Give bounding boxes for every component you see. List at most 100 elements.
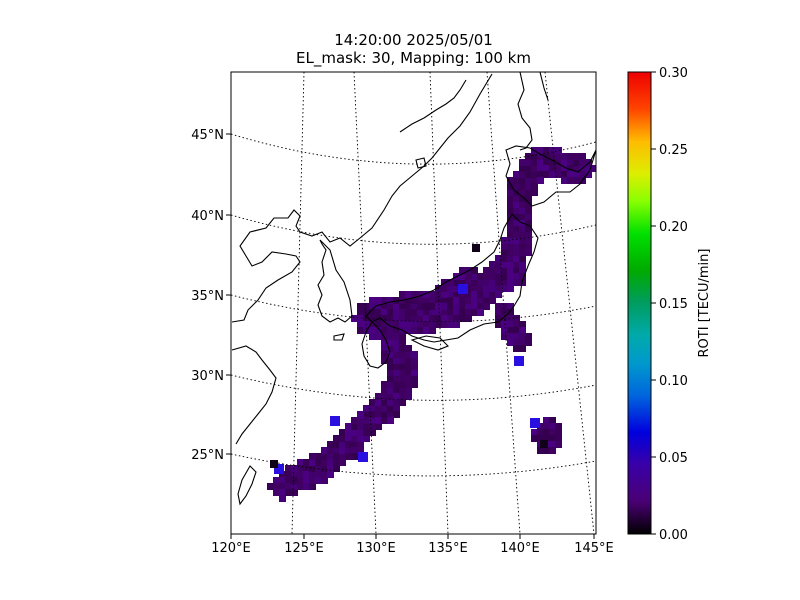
roti-cell: [399, 369, 406, 376]
roti-cell: [399, 363, 406, 370]
roti-cell: [549, 153, 556, 160]
lat-tick-label: 40°N: [191, 209, 224, 224]
roti-cell: [507, 279, 514, 286]
meridian-130: [353, 72, 377, 534]
roti-cell: [549, 429, 556, 436]
roti-cell: [501, 315, 508, 322]
roti-cell: [393, 375, 400, 382]
roti-cell: [513, 315, 520, 322]
roti-cell: [369, 411, 376, 418]
roti-cell: [507, 249, 514, 256]
colorbar-tick-label: 0.00: [659, 528, 688, 543]
roti-low-cell: [472, 244, 480, 252]
roti-cell: [501, 333, 508, 340]
roti-cell: [531, 429, 538, 436]
roti-cell: [387, 393, 394, 400]
colorbar-tick-label: 0.10: [659, 374, 688, 389]
roti-cell: [483, 291, 490, 298]
roti-cell: [327, 447, 334, 454]
roti-cell: [537, 429, 544, 436]
roti-cell: [357, 327, 364, 334]
roti-cell: [399, 291, 406, 298]
roti-cell: [309, 459, 316, 466]
roti-cell: [489, 279, 496, 286]
roti-cell: [585, 159, 592, 166]
roti-cell: [411, 357, 418, 364]
roti-cell: [513, 333, 520, 340]
roti-cell: [495, 291, 502, 298]
roti-cell: [525, 249, 532, 256]
roti-cell: [501, 273, 508, 280]
roti-cell: [447, 297, 454, 304]
roti-cell: [339, 459, 346, 466]
lat-tick-label: 45°N: [191, 128, 224, 143]
roti-cell: [303, 465, 310, 472]
roti-cell: [513, 345, 520, 352]
roti-cell: [381, 387, 388, 394]
roti-cell: [477, 279, 484, 286]
roti-cell: [471, 309, 478, 316]
roti-cell: [543, 153, 550, 160]
roti-cell: [285, 465, 292, 472]
roti-cell: [423, 321, 430, 328]
roti-cell: [291, 477, 298, 484]
roti-cell: [585, 171, 592, 178]
coastline-shikoku: [410, 335, 449, 351]
roti-cell: [477, 285, 484, 292]
roti-cell: [309, 465, 316, 472]
roti-cell: [477, 273, 484, 280]
roti-cell: [345, 441, 352, 448]
roti-cell: [447, 309, 454, 316]
roti-cell: [513, 219, 520, 226]
roti-cell: [321, 459, 328, 466]
roti-cell: [447, 321, 454, 328]
roti-cell: [453, 309, 460, 316]
roti-cell: [519, 261, 526, 268]
roti-cell: [387, 351, 394, 358]
coastline-kyushu: [361, 321, 391, 369]
roti-cell: [369, 333, 376, 340]
roti-cell: [483, 297, 490, 304]
roti-cell: [357, 321, 364, 328]
roti-cell: [309, 483, 316, 490]
roti-cell: [381, 327, 388, 334]
roti-cell: [411, 351, 418, 358]
roti-cell: [393, 387, 400, 394]
lon-tick-label: 140°E: [500, 541, 540, 556]
roti-cell: [465, 285, 472, 292]
roti-cell: [477, 303, 484, 310]
roti-cell: [507, 237, 514, 244]
roti-cell: [519, 321, 526, 328]
roti-cell: [357, 315, 364, 322]
roti-cell: [363, 303, 370, 310]
roti-cell: [333, 435, 340, 442]
roti-cell: [321, 477, 328, 484]
roti-cell: [297, 483, 304, 490]
roti-cell: [309, 471, 316, 478]
colorbar-label: ROTI [TECU/min]: [697, 249, 712, 358]
roti-cell: [291, 465, 298, 472]
roti-cell: [537, 153, 544, 160]
roti-cell: [393, 333, 400, 340]
roti-cell: [531, 435, 538, 442]
roti-cell: [513, 237, 520, 244]
map-title-settings: EL_mask: 30, Mapping: 100 km: [296, 49, 531, 67]
roti-cell: [549, 147, 556, 154]
roti-cell: [375, 327, 382, 334]
roti-cell: [327, 465, 334, 472]
roti-cell: [561, 177, 568, 184]
roti-cell: [513, 225, 520, 232]
roti-cell: [387, 333, 394, 340]
roti-cell: [405, 381, 412, 388]
roti-cell: [495, 273, 502, 280]
longitude-axis: 120°E 125°E 130°E 135°E 140°E 145°E: [211, 534, 614, 556]
lon-tick-label: 125°E: [284, 541, 324, 556]
roti-cell: [519, 213, 526, 220]
roti-high-cell: [330, 416, 340, 426]
roti-cell: [393, 381, 400, 388]
roti-cell: [393, 351, 400, 358]
roti-cell: [435, 315, 442, 322]
roti-cell: [321, 447, 328, 454]
roti-cell: [441, 309, 448, 316]
roti-cell: [567, 153, 574, 160]
